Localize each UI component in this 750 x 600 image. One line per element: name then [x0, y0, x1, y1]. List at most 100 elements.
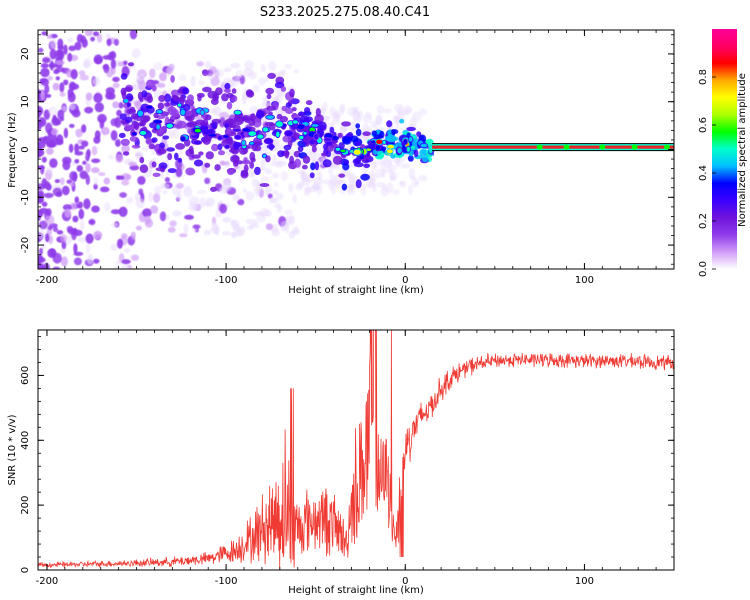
spectrogram-band-blob — [120, 138, 130, 146]
spectrogram-band-blob — [122, 151, 130, 156]
spectrogram-band-blob — [305, 100, 313, 106]
spectrogram-noise-blob — [79, 74, 90, 81]
spectrogram-noise-blob — [365, 111, 372, 119]
spectrogram-noise-blob — [178, 149, 183, 156]
spectrogram-noise-blob — [84, 30, 93, 37]
spectrogram-core-blob — [222, 134, 230, 139]
spectrogram-band-blob — [164, 93, 172, 103]
spectrogram-noise-blob — [390, 170, 395, 180]
spectrogram-noise-blob — [82, 160, 87, 165]
spectrogram-noise-blob — [126, 196, 134, 204]
spectrogram-noise-blob — [38, 183, 45, 190]
spectrogram-noise-blob — [104, 202, 111, 212]
spectrogram-noise-blob — [93, 136, 101, 144]
spectrogram-band-blob — [410, 145, 416, 150]
spectrogram-noise-blob — [261, 102, 271, 107]
spectrogram-noise-blob — [360, 188, 367, 196]
spectrogram-noise-blob — [120, 233, 128, 240]
spectrogram-noise-blob — [97, 113, 107, 124]
spectrogram-noise-blob — [57, 109, 65, 120]
spectrogram-noise-blob — [74, 196, 80, 204]
spectrogram-noise-blob — [70, 69, 78, 80]
spectrogram-band-blob — [285, 102, 292, 109]
spectrogram-noise-blob — [264, 76, 269, 82]
spectrogram-noise-blob — [55, 76, 60, 81]
spectrogram-band-blob — [224, 82, 231, 90]
spectrogram-band-blob — [283, 144, 292, 151]
spectrogram-noise-blob — [106, 38, 112, 47]
spectrogram-noise-blob — [165, 214, 170, 221]
spectrogram-x-tick-label: -100 — [215, 275, 238, 286]
spectrogram-noise-blob — [411, 177, 419, 188]
spectrogram-noise-blob — [44, 84, 50, 94]
spectrogram-band-blob — [207, 90, 218, 99]
spectrogram-noise-blob — [44, 214, 55, 226]
spectrogram-band-blob — [187, 94, 194, 103]
spectrogram-noise-blob — [117, 175, 125, 180]
spectrogram-core-blob — [313, 133, 320, 141]
zero-line-dot — [631, 144, 638, 150]
spectrogram-noise-blob — [135, 100, 143, 110]
spectrogram-noise-blob — [74, 143, 80, 154]
spectrogram-noise-blob — [39, 247, 43, 256]
spectrogram-band-blob — [289, 155, 294, 165]
spectrogram-noise-blob — [183, 186, 193, 198]
spectrogram-noise-blob — [98, 172, 106, 177]
spectrogram-band-blob — [199, 122, 205, 127]
spectrogram-noise-blob — [74, 41, 82, 51]
spectrogram-noise-blob — [219, 203, 227, 214]
spectrogram-band-blob — [317, 121, 327, 130]
spectrogram-band-blob — [274, 81, 285, 89]
spectrogram-noise-blob — [164, 177, 170, 183]
spectrogram-band-blob — [226, 92, 234, 98]
spectrogram-noise-blob — [138, 188, 144, 196]
spectrogram-noise-blob — [110, 222, 119, 227]
spectrogram-noise-blob — [99, 186, 110, 193]
spectrogram-noise-blob — [86, 149, 91, 158]
spectrogram-core-blob — [192, 139, 203, 145]
spectrogram-noise-blob — [374, 168, 384, 178]
spectrogram-band-blob — [332, 155, 343, 165]
spectrogram-noise-blob — [375, 181, 385, 188]
spectrogram-noise-blob — [80, 219, 85, 231]
spectrogram-noise-blob — [274, 182, 279, 187]
spectrogram-noise-blob — [115, 139, 121, 147]
spectrogram-noise-blob — [276, 193, 284, 201]
colorbar-tick-label: 0.8 — [698, 69, 709, 85]
spectrogram-noise-blob — [96, 33, 103, 43]
spectrogram-noise-blob — [272, 140, 279, 152]
spectrogram-band-blob — [185, 122, 196, 128]
spectrogram-core-blob — [353, 148, 362, 156]
spectrogram-noise-blob — [52, 187, 63, 197]
spectrogram-noise-blob — [271, 172, 280, 179]
spectrogram-noise-blob — [162, 190, 168, 195]
spectrogram-noise-blob — [241, 93, 247, 105]
spectrogram-core-blob — [211, 122, 218, 130]
spectrogram-band-blob — [151, 137, 158, 143]
spectrogram-noise-blob — [112, 76, 120, 82]
spectrogram-band-blob — [309, 139, 315, 145]
spectrogram-noise-blob — [260, 158, 266, 168]
spectrogram-band-blob — [151, 161, 157, 168]
spectrogram-band-blob — [139, 164, 149, 174]
spectrogram-noise-blob — [408, 184, 414, 195]
spectrogram-band-blob — [321, 152, 328, 157]
spectrogram-noise-blob — [72, 215, 79, 223]
spectrogram-noise-blob — [346, 107, 356, 116]
spectrogram-y-tick-label: 0 — [20, 146, 31, 152]
spectrogram-band-blob — [294, 158, 301, 168]
spectrogram-band-blob — [210, 186, 217, 192]
spectrogram-noise-blob — [153, 193, 161, 203]
colorbar-label: Normalized spectral amplitude — [737, 73, 748, 227]
spectrogram-band-blob — [267, 72, 276, 79]
spectrogram-band-blob — [399, 118, 405, 124]
snr-frame — [37, 329, 675, 571]
spectrogram-band-blob — [157, 102, 164, 110]
snr-x-tick-label: -200 — [36, 576, 59, 587]
spectrogram-band-blob — [118, 132, 126, 139]
spectrogram-noise-blob — [39, 265, 46, 269]
spectrogram-noise-blob — [183, 223, 189, 234]
spectrogram-noise-blob — [40, 63, 49, 69]
spectrogram-noise-blob — [62, 79, 69, 86]
